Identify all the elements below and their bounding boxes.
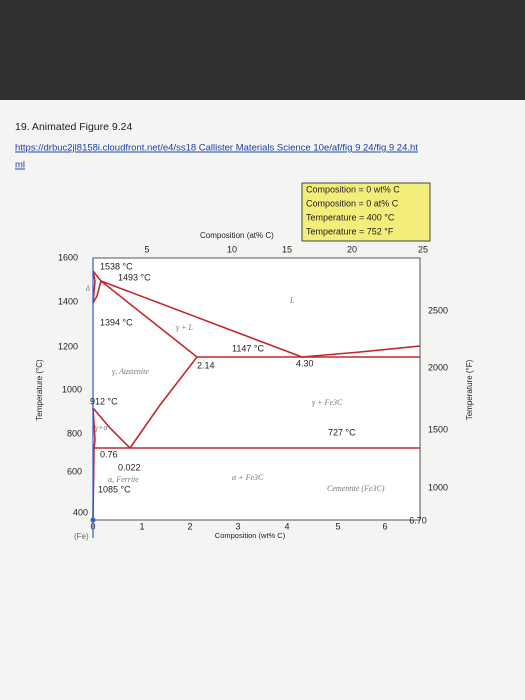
solidus	[100, 280, 198, 358]
info-box	[301, 182, 431, 242]
annotation: 1538 °C	[100, 261, 133, 271]
left-tick-label: 1400	[58, 296, 78, 306]
left-tick-label: 800	[67, 428, 82, 438]
left-tick-label: 400	[73, 507, 88, 517]
region-label: γ, Austenite	[112, 367, 149, 376]
annotation: 1394 °C	[100, 317, 133, 327]
right-tick-label: 1500	[428, 424, 448, 434]
slider-handle[interactable]	[90, 517, 96, 523]
link[interactable]: ml	[15, 160, 25, 171]
top-tick-label: 10	[227, 244, 237, 254]
right-tick-label: 2500	[428, 305, 448, 315]
link[interactable]: https://drbuc2jl8158i.cloudfront.net/e4/…	[15, 143, 418, 154]
region-label: L	[289, 296, 295, 305]
bottom-axis-title: Composition (wt% C)	[215, 531, 286, 540]
question-title: 19. Animated Figure 9.24	[15, 121, 132, 133]
left-tick-label: 1600	[58, 252, 78, 262]
phase-lines	[90, 258, 421, 538]
info-line: Temperature = 752 °F	[306, 226, 394, 236]
right-axis-title: Temperature (°F)	[465, 359, 474, 420]
annotation: 912 °C	[90, 396, 118, 406]
acm-line	[129, 356, 198, 449]
annotation: 2.14	[197, 360, 215, 370]
delta-boundary	[92, 280, 102, 304]
info-line: Temperature = 400 °C	[306, 212, 395, 222]
left-tick-label: 1200	[58, 341, 78, 351]
region-label: δ	[86, 284, 90, 293]
bottom-tick-label: 4	[284, 521, 289, 531]
left-tick-label: 1000	[62, 384, 82, 394]
top-tick-label: 20	[347, 244, 357, 254]
right-tick-label: 2000	[428, 362, 448, 372]
plot-frame	[92, 257, 421, 521]
bottom-tick-label: 2	[187, 521, 192, 531]
region-label: γ+α	[95, 423, 109, 432]
delta-boundary	[92, 270, 96, 304]
bottom-tick-label: 6	[382, 521, 387, 531]
annotation: 0.022	[118, 462, 141, 472]
info-line: Composition = 0 at% C	[306, 198, 399, 208]
left-axis-title: Temperature (°C)	[35, 359, 44, 421]
info-line: Composition = 0 wt% C	[306, 184, 400, 194]
top-tick-label: 5	[144, 244, 149, 254]
bottom-tick-label: 1	[139, 521, 144, 531]
region-label: γ + Fe3C	[312, 398, 343, 407]
annotation: 1147 °C	[232, 343, 264, 353]
annotation: 0.76	[100, 449, 118, 459]
region-label: α + Fe3C	[232, 473, 264, 482]
top-tick-label: 15	[282, 244, 292, 254]
origin-label: (Fe)	[74, 532, 89, 541]
annotation: 727 °C	[328, 427, 356, 437]
annotation: 1493 °C	[118, 272, 151, 282]
top-axis-title: Composition (at% C)	[200, 231, 274, 240]
region-label: Cementite (Fe3C)	[327, 484, 385, 493]
region-label: γ + L	[176, 323, 194, 332]
liquidus	[301, 345, 421, 358]
bottom-tick-label: 5	[335, 521, 340, 531]
bottom-tick-label: 6.70	[409, 515, 427, 525]
annotation: 1085 °C	[98, 484, 131, 494]
a3-line	[92, 407, 131, 449]
annotation: 4.30	[296, 358, 314, 368]
region-label: α, Ferrite	[108, 475, 139, 484]
top-tick-label: 25	[418, 244, 428, 254]
bottom-tick-label: 3	[235, 521, 240, 531]
right-tick-label: 1000	[428, 482, 448, 492]
left-tick-label: 600	[67, 466, 82, 476]
